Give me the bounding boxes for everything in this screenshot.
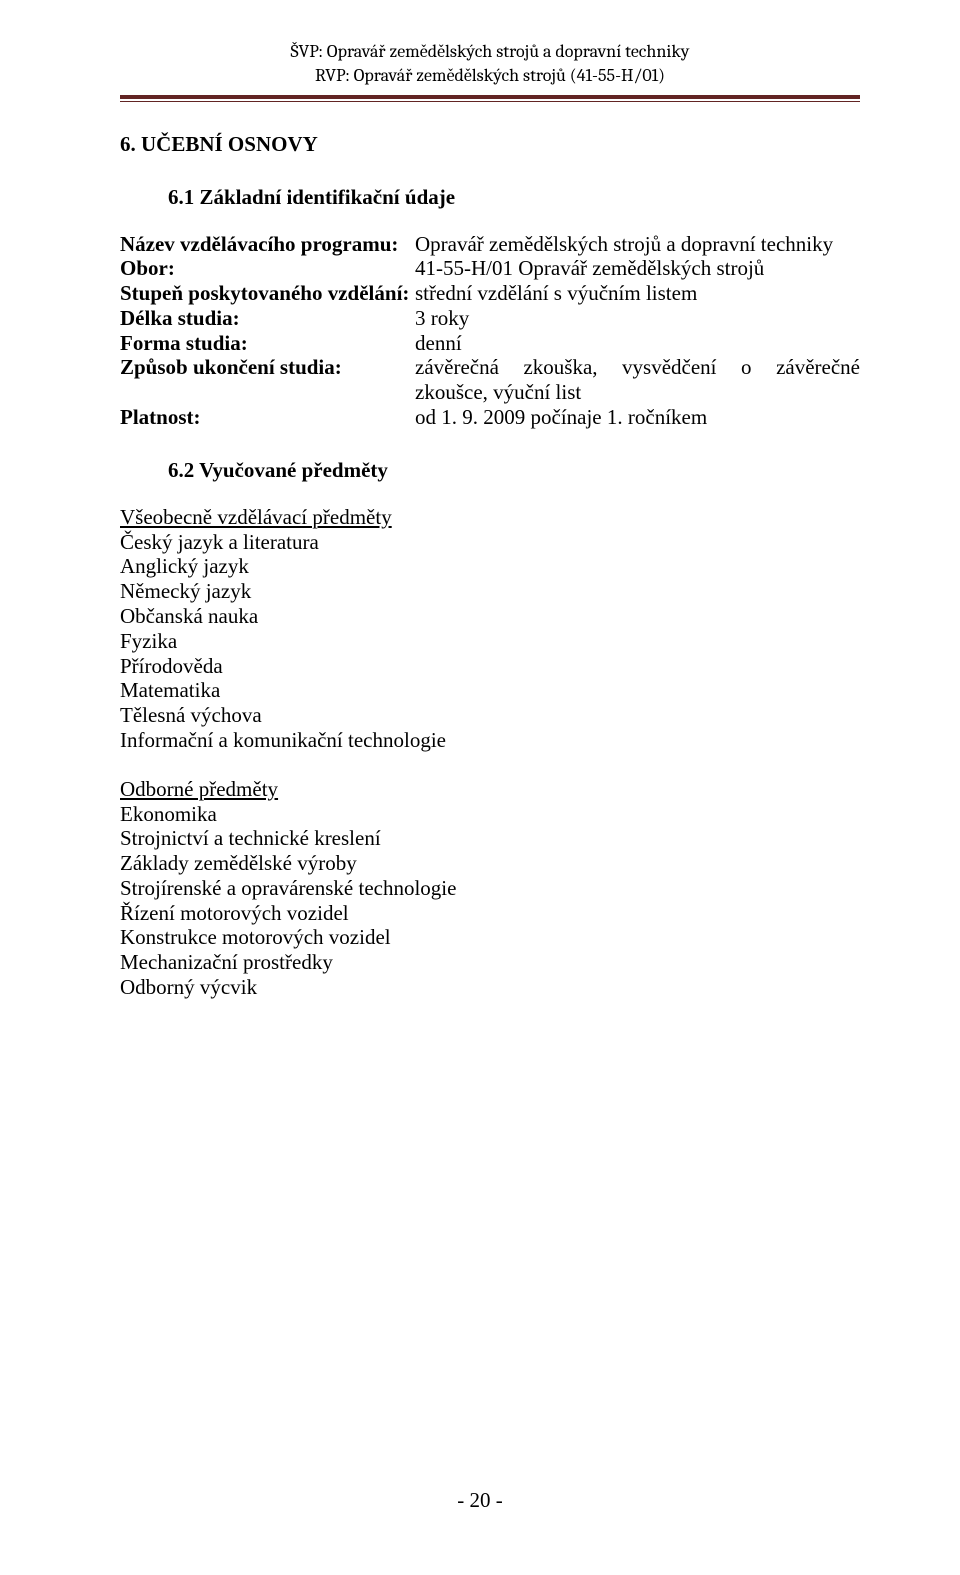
ident-label: Název vzdělávacího programu: [120, 232, 415, 257]
ident-label: Délka studia: [120, 306, 415, 331]
header-rule [120, 95, 860, 102]
list-item: Ekonomika [120, 802, 860, 827]
ident-label: Platnost: [120, 405, 415, 430]
ident-row: Název vzdělávacího programu: Opravář zem… [120, 232, 860, 257]
list-item: Matematika [120, 678, 860, 703]
group-b-list: Ekonomika Strojnictví a technické kresle… [120, 802, 860, 1000]
list-item: Řízení motorových vozidel [120, 901, 860, 926]
list-item: Strojnictví a technické kreslení [120, 826, 860, 851]
group-a-heading: Všeobecně vzdělávací předměty [120, 505, 860, 530]
ident-value: závěrečná zkouška, vysvědčení o závěrečn… [415, 355, 860, 405]
page-header: ŠVP: Opravář zemědělských strojů a dopra… [120, 40, 860, 89]
header-line-1: ŠVP: Opravář zemědělských strojů a dopra… [120, 40, 860, 64]
list-item: Občanská nauka [120, 604, 860, 629]
list-item: Tělesná výchova [120, 703, 860, 728]
list-item: Německý jazyk [120, 579, 860, 604]
list-item: Anglický jazyk [120, 554, 860, 579]
list-item: Strojírenské a opravárenské technologie [120, 876, 860, 901]
ident-value: od 1. 9. 2009 počínaje 1. ročníkem [415, 405, 860, 430]
ident-label: Způsob ukončení studia: [120, 355, 415, 405]
list-item: Mechanizační prostředky [120, 950, 860, 975]
header-line-2: RVP: Opravář zemědělských strojů (41-55-… [120, 64, 860, 88]
ident-label: Forma studia: [120, 331, 415, 356]
section-heading-6: 6. UČEBNÍ OSNOVY [120, 132, 860, 157]
ident-label: Obor: [120, 256, 415, 281]
ident-row: Obor: 41-55-H/01 Opravář zemědělských st… [120, 256, 860, 281]
section-heading-6-2: 6.2 Vyučované předměty [168, 458, 860, 483]
ident-row: Platnost: od 1. 9. 2009 počínaje 1. ročn… [120, 405, 860, 430]
group-a-list: Český jazyk a literatura Anglický jazyk … [120, 530, 860, 753]
list-item: Konstrukce motorových vozidel [120, 925, 860, 950]
ident-value: 3 roky [415, 306, 860, 331]
list-item: Informační a komunikační technologie [120, 728, 860, 753]
ident-label: Stupeň poskytovaného vzdělání: [120, 281, 415, 306]
list-item: Český jazyk a literatura [120, 530, 860, 555]
ident-value: 41-55-H/01 Opravář zemědělských strojů [415, 256, 860, 281]
ident-row: Délka studia: 3 roky [120, 306, 860, 331]
ident-row: Stupeň poskytovaného vzdělání: střední v… [120, 281, 860, 306]
list-item: Přírodověda [120, 654, 860, 679]
ident-value: denní [415, 331, 860, 356]
ident-row: Forma studia: denní [120, 331, 860, 356]
list-item: Fyzika [120, 629, 860, 654]
list-item: Základy zemědělské výroby [120, 851, 860, 876]
ident-row: Způsob ukončení studia: závěrečná zkoušk… [120, 355, 860, 405]
ident-value: střední vzdělání s výučním listem [415, 281, 860, 306]
identification-block: Název vzdělávacího programu: Opravář zem… [120, 232, 860, 430]
section-heading-6-1: 6.1 Základní identifikační údaje [168, 185, 860, 210]
group-b-heading: Odborné předměty [120, 777, 860, 802]
ident-value: Opravář zemědělských strojů a dopravní t… [415, 232, 860, 257]
list-item: Odborný výcvik [120, 975, 860, 1000]
page-number: - 20 - [0, 1488, 960, 1513]
